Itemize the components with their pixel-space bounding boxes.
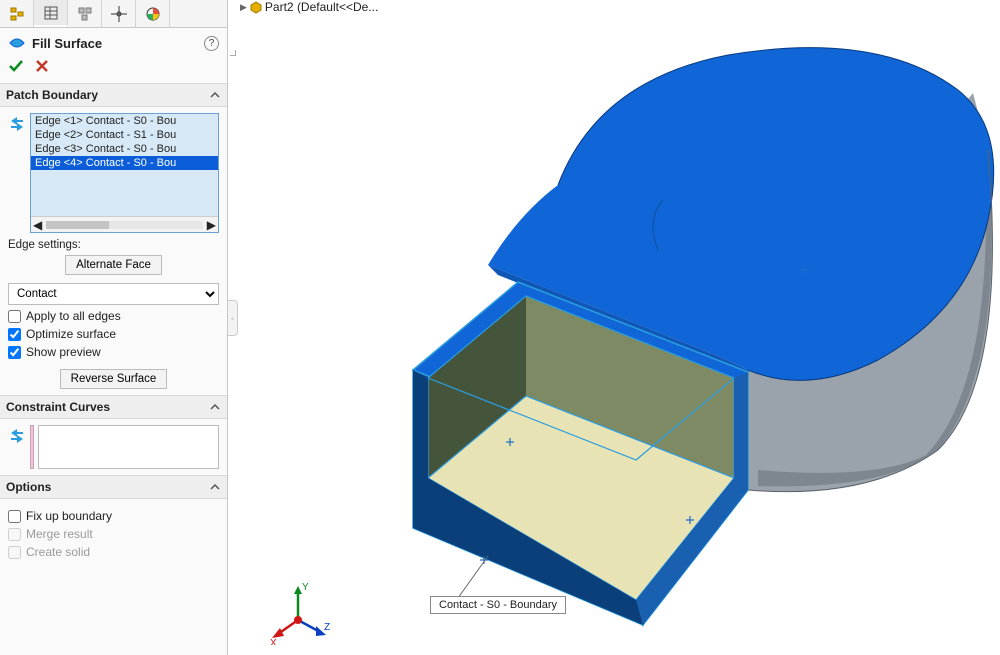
chevron-up-icon <box>209 401 221 413</box>
feature-tree-icon <box>9 6 25 22</box>
reverse-direction-icon[interactable] <box>8 115 26 133</box>
dimxpert-icon <box>111 6 127 22</box>
apply-to-all-edges-checkbox[interactable]: Apply to all edges <box>8 309 219 323</box>
section-header-patch-boundary[interactable]: Patch Boundary <box>0 83 227 107</box>
breadcrumb-arrow: ▶ <box>240 2 247 13</box>
boundary-edges-listbox[interactable]: Edge <1> Contact - S0 - BouEdge <2> Cont… <box>30 113 219 233</box>
edge-settings-label: Edge settings: <box>8 239 219 251</box>
scroll-right-icon[interactable]: ▶ <box>207 218 216 232</box>
fix-up-boundary-checkbox[interactable]: Fix up boundary <box>8 509 219 523</box>
edge-list-item[interactable]: Edge <4> Contact - S0 - Bou <box>31 156 218 170</box>
feature-title: Fill Surface <box>32 36 198 51</box>
panel-tab-strip <box>0 0 227 28</box>
breadcrumb-part-label: Part2 (Default<<De... <box>265 0 378 14</box>
property-manager-icon <box>43 5 59 21</box>
chevron-up-icon <box>209 481 221 493</box>
edge-list-item[interactable]: Edge <2> Contact - S1 - Bou <box>31 128 218 142</box>
edge-list-hscrollbar[interactable]: ◀ ▶ <box>31 216 218 232</box>
selection-callout: Contact - S0 - Boundary <box>430 596 566 614</box>
help-icon[interactable]: ? <box>204 36 219 51</box>
curvature-control-select[interactable]: Contact <box>8 283 219 305</box>
scroll-left-icon[interactable]: ◀ <box>33 218 42 232</box>
section-header-constraint-curves[interactable]: Constraint Curves <box>0 395 227 419</box>
tab-display-manager[interactable] <box>136 0 170 27</box>
create-solid-checkbox: Create solid <box>8 545 219 559</box>
edge-list-item[interactable]: Edge <3> Contact - S0 - Bou <box>31 142 218 156</box>
tab-configuration-manager[interactable] <box>68 0 102 27</box>
section-title-constraint-curves: Constraint Curves <box>6 400 110 414</box>
graphics-viewport[interactable]: ▶ Part2 (Default<<De... ◦ <box>228 0 1000 655</box>
constraint-curves-listbox[interactable] <box>38 425 219 469</box>
part-icon <box>249 0 263 14</box>
reverse-direction-icon[interactable] <box>8 427 26 445</box>
cancel-button[interactable] <box>34 58 50 77</box>
ok-button[interactable] <box>8 58 24 77</box>
edge-list-item[interactable]: Edge <1> Contact - S0 - Bou <box>31 114 218 128</box>
display-manager-icon <box>145 6 161 22</box>
fill-surface-icon <box>8 34 26 52</box>
breadcrumb[interactable]: ▶ Part2 (Default<<De... <box>240 0 378 14</box>
triad-x-label: X <box>270 638 277 645</box>
merge-result-checkbox: Merge result <box>8 527 219 541</box>
chevron-up-icon <box>209 89 221 101</box>
constraint-curves-handle[interactable] <box>30 425 34 469</box>
flyout-handle[interactable]: ◦ <box>228 300 238 336</box>
triad-z-label: Z <box>324 622 330 633</box>
reverse-surface-button[interactable]: Reverse Surface <box>60 369 168 389</box>
tab-property-manager[interactable] <box>34 0 68 27</box>
tab-dimxpert[interactable] <box>102 0 136 27</box>
section-header-options[interactable]: Options <box>0 475 227 499</box>
alternate-face-button[interactable]: Alternate Face <box>65 255 162 275</box>
feature-manager-panel: Fill Surface ? Patch Boundary Edge <1> C… <box>0 0 228 655</box>
optimize-surface-checkbox[interactable]: Optimize surface <box>8 327 219 341</box>
config-manager-icon <box>77 6 93 22</box>
orientation-triad[interactable]: Y X Z <box>268 575 338 645</box>
model-rendering <box>268 20 1000 650</box>
show-preview-checkbox[interactable]: Show preview <box>8 345 219 359</box>
section-title-options: Options <box>6 480 51 494</box>
section-title-patch-boundary: Patch Boundary <box>6 88 98 102</box>
triad-y-label: Y <box>302 582 309 593</box>
tab-feature-tree[interactable] <box>0 0 34 27</box>
ruler-ticks <box>228 50 238 56</box>
